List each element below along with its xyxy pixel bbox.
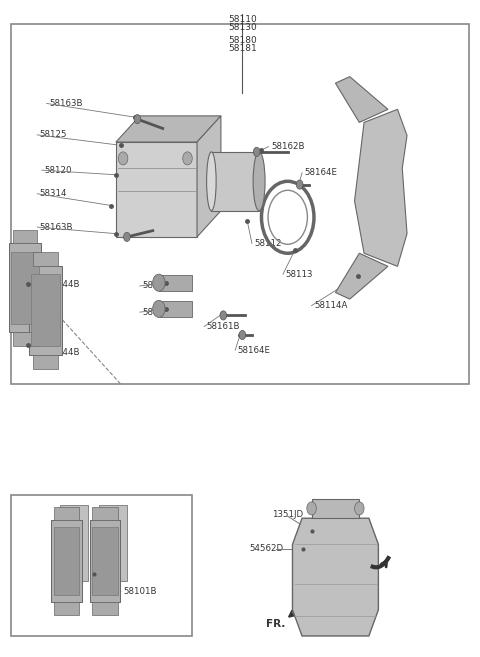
Text: 1351JD: 1351JD (273, 510, 303, 520)
Text: 58161B: 58161B (206, 322, 240, 331)
Text: 58144B: 58144B (47, 348, 80, 357)
Text: 58314: 58314 (39, 189, 67, 198)
Text: 58112: 58112 (254, 239, 282, 248)
Polygon shape (92, 507, 118, 520)
Polygon shape (90, 520, 120, 602)
Polygon shape (11, 252, 39, 324)
Text: 58120: 58120 (44, 166, 72, 175)
Circle shape (153, 274, 165, 291)
Circle shape (183, 152, 192, 165)
Text: 58163B: 58163B (49, 99, 83, 108)
Polygon shape (211, 152, 259, 211)
Polygon shape (60, 505, 88, 581)
Text: 58164E: 58164E (238, 346, 271, 355)
Circle shape (239, 330, 246, 340)
Text: 58110: 58110 (228, 15, 257, 24)
Polygon shape (54, 527, 79, 595)
Polygon shape (51, 520, 82, 602)
Circle shape (220, 311, 227, 320)
Ellipse shape (253, 152, 265, 211)
Circle shape (134, 114, 141, 124)
Bar (11, 495, 192, 636)
Text: 58131: 58131 (142, 281, 169, 290)
Circle shape (307, 502, 316, 515)
Text: 58113: 58113 (285, 270, 313, 279)
Text: 58144B: 58144B (47, 279, 80, 288)
Polygon shape (336, 253, 388, 299)
Text: 58130: 58130 (228, 23, 257, 32)
Polygon shape (31, 274, 60, 346)
Polygon shape (34, 355, 58, 369)
Polygon shape (159, 275, 192, 290)
Text: FR.: FR. (266, 619, 286, 629)
Polygon shape (29, 265, 62, 355)
Polygon shape (9, 244, 41, 332)
Polygon shape (116, 142, 197, 237)
Polygon shape (116, 116, 221, 142)
Text: 58162B: 58162B (271, 142, 304, 151)
Polygon shape (159, 301, 192, 317)
Polygon shape (13, 229, 37, 244)
Ellipse shape (206, 152, 216, 211)
Circle shape (123, 233, 130, 242)
Text: 58101B: 58101B (123, 587, 156, 596)
Circle shape (296, 180, 303, 189)
Polygon shape (197, 116, 221, 237)
Text: 58131: 58131 (142, 307, 169, 317)
Circle shape (355, 502, 364, 515)
Text: 58125: 58125 (39, 130, 67, 139)
Text: 58181: 58181 (228, 44, 257, 53)
Polygon shape (336, 77, 388, 122)
Circle shape (118, 152, 128, 165)
Polygon shape (13, 332, 37, 346)
Polygon shape (99, 505, 127, 581)
Text: 54562D: 54562D (250, 545, 284, 553)
Text: 58180: 58180 (228, 36, 257, 45)
Bar (11, 24, 469, 384)
Polygon shape (54, 507, 79, 520)
Text: 58164E: 58164E (304, 168, 337, 177)
Polygon shape (92, 602, 118, 615)
Polygon shape (355, 109, 407, 266)
Polygon shape (92, 527, 118, 595)
Text: 58114A: 58114A (314, 301, 348, 310)
Polygon shape (34, 252, 58, 265)
Text: 58163B: 58163B (39, 223, 73, 232)
Polygon shape (312, 499, 360, 518)
Polygon shape (292, 518, 378, 636)
Circle shape (153, 300, 165, 317)
Circle shape (253, 147, 260, 156)
Polygon shape (54, 602, 79, 615)
